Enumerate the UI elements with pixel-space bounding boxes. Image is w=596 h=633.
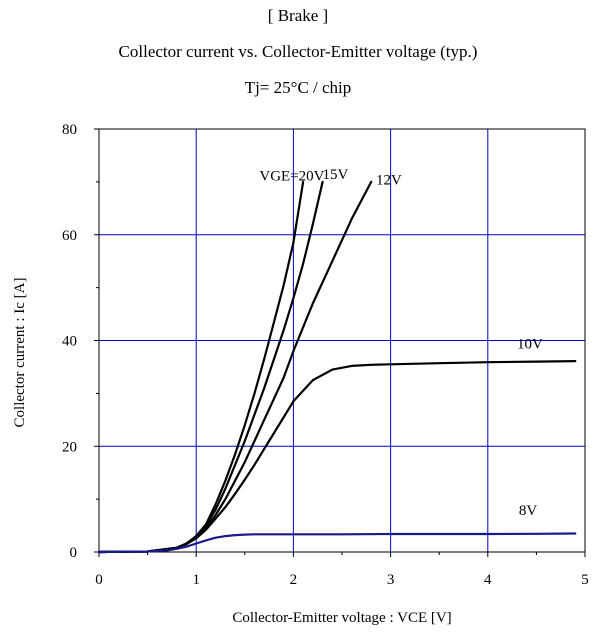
y-tick-label: 40: [62, 334, 77, 350]
ticks: 0 1 2 3 4 5 0 20 40 60 80: [62, 122, 589, 588]
x-tick-label: 0: [95, 572, 103, 588]
y-tick-label: 20: [62, 439, 77, 455]
series-annotation: 15V: [323, 167, 349, 183]
series-group: [97, 180, 577, 554]
chart-subtitle: Collector current vs. Collector-Emitter …: [118, 42, 478, 61]
series-annotation: 12V: [376, 173, 402, 189]
y-axis-label: Collector current : Ic [A]: [12, 278, 28, 428]
x-axis-label: Collector-Emitter voltage : VCE [V]: [232, 610, 451, 626]
x-tick-label: 3: [387, 572, 395, 588]
series-annotation: VGE=20V: [259, 168, 324, 184]
series-annotation: 10V: [517, 336, 543, 352]
y-tick-label: 60: [62, 228, 77, 244]
y-tick-label: 0: [70, 545, 78, 561]
chart-condition: Tj= 25°C / chip: [244, 78, 352, 97]
x-tick-label: 2: [290, 572, 298, 588]
series-line: [97, 180, 324, 554]
chart-title: [ Brake ]: [267, 6, 329, 25]
series-line: [97, 180, 373, 554]
grid: [99, 129, 585, 552]
series-line: [97, 532, 577, 554]
series-line: [97, 180, 305, 554]
series-annotation: 8V: [519, 503, 538, 519]
series-line: [97, 360, 577, 554]
x-tick-label: 5: [581, 572, 589, 588]
x-tick-label: 4: [484, 572, 492, 588]
x-tick-label: 1: [192, 572, 200, 588]
y-tick-label: 80: [62, 122, 77, 138]
